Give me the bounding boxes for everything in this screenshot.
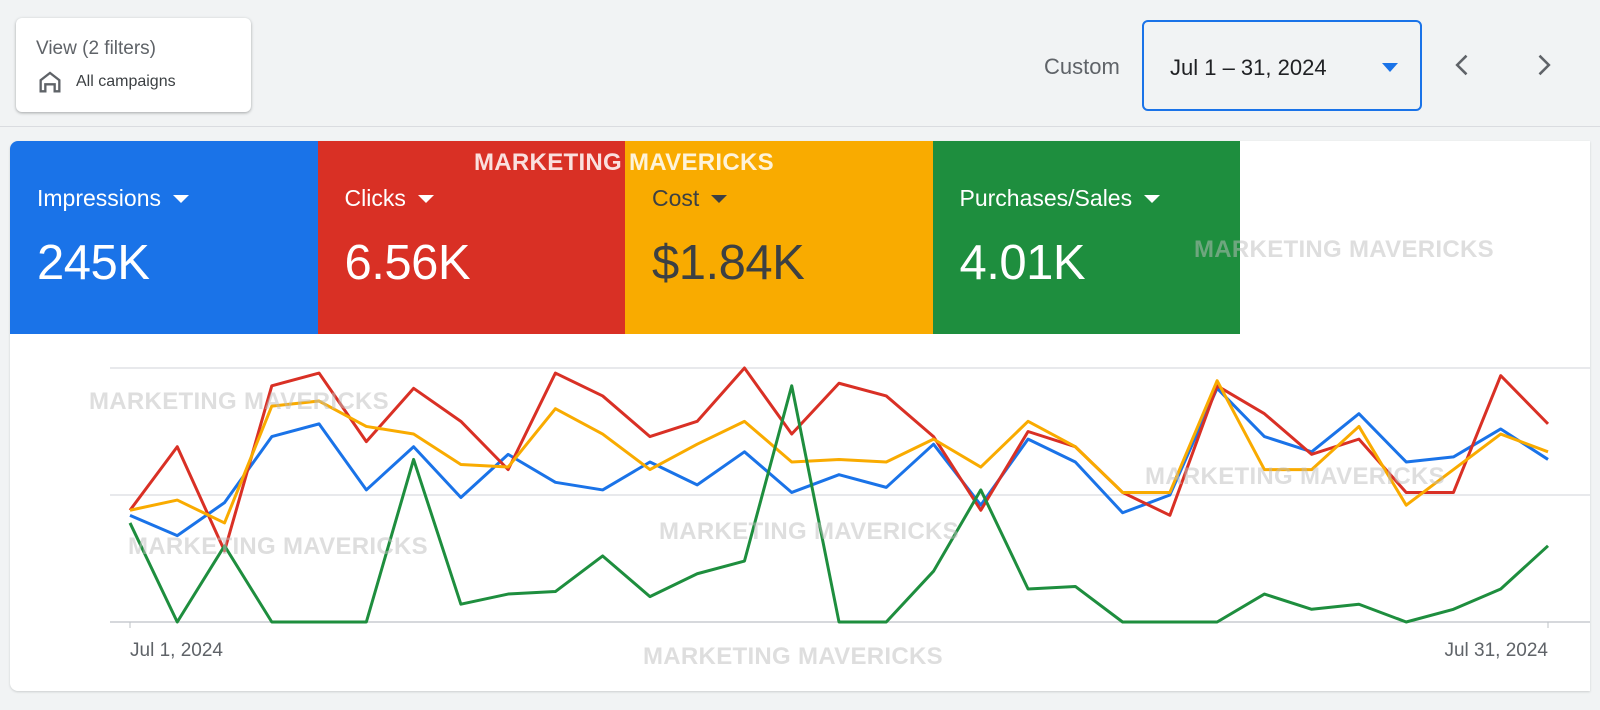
caret-down-icon xyxy=(1144,194,1161,203)
metric-tile-purchases[interactable]: Purchases/Sales 4.01K xyxy=(932,141,1240,334)
date-range-type-label: Custom xyxy=(1044,54,1120,79)
metric-label: Purchases/Sales xyxy=(959,185,1133,211)
chevron-right-icon xyxy=(1538,54,1551,76)
home-icon xyxy=(39,71,61,93)
metric-tile-cost[interactable]: Cost $1.84K xyxy=(625,141,933,334)
series-line-2 xyxy=(129,379,1549,525)
next-period-button[interactable] xyxy=(1521,40,1565,90)
series-line-0 xyxy=(129,386,1549,538)
chevron-left-icon xyxy=(1455,54,1468,76)
caret-down-icon xyxy=(417,194,434,203)
campaign-view-selector[interactable]: View (2 filters) All campaigns xyxy=(16,18,251,112)
series-line-1 xyxy=(128,366,1550,553)
view-filters-label: View (2 filters) xyxy=(36,38,157,59)
date-range-value: Jul 1 – 31, 2024 xyxy=(1170,55,1327,80)
header-bar: View (2 filters) All campaigns Custom Ju… xyxy=(0,0,1600,127)
caret-down-icon xyxy=(1382,63,1398,72)
view-title: All campaigns xyxy=(76,73,176,90)
metric-value: $1.84K xyxy=(652,236,805,290)
x-tick-label: Jul 31, 2024 xyxy=(1444,640,1548,661)
performance-line-chart: Jul 1, 2024 Jul 31, 2024 xyxy=(110,366,1590,661)
metric-value: 6.56K xyxy=(344,236,471,290)
metric-tile-clicks[interactable]: Clicks 6.56K xyxy=(317,141,625,334)
performance-panel: Jul 1, 2024 Jul 31, 2024 Impressions 245K… xyxy=(10,141,1590,691)
metric-value: 245K xyxy=(37,236,150,290)
series-line-3 xyxy=(128,384,1550,624)
metric-label: Clicks xyxy=(344,185,406,211)
x-tick-label: Jul 1, 2024 xyxy=(130,640,223,661)
caret-down-icon xyxy=(711,194,728,203)
metric-tile-impressions[interactable]: Impressions 245K xyxy=(10,141,318,334)
previous-period-button[interactable] xyxy=(1441,40,1485,90)
metric-tiles: Impressions 245K Clicks 6.56K Cost $1.84… xyxy=(10,141,1240,334)
metric-value: 4.01K xyxy=(959,236,1086,290)
caret-down-icon xyxy=(172,194,189,203)
metric-label: Impressions xyxy=(37,185,161,211)
date-range-picker[interactable]: Jul 1 – 31, 2024 xyxy=(1142,20,1422,111)
metric-label: Cost xyxy=(652,185,700,211)
